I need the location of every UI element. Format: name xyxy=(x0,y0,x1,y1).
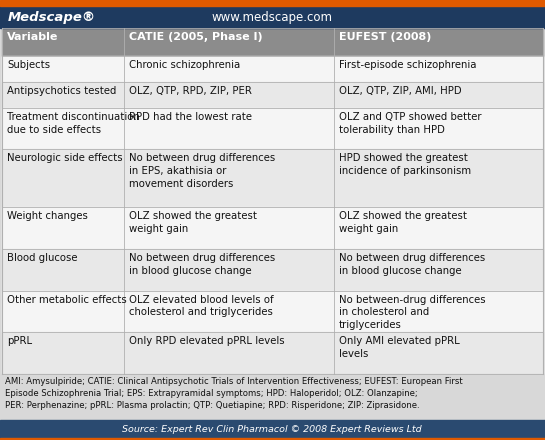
Text: pPRL: pPRL xyxy=(7,336,32,346)
Bar xyxy=(2,150,543,207)
Text: Medscape®: Medscape® xyxy=(8,11,96,23)
Text: Subjects: Subjects xyxy=(7,60,50,70)
Bar xyxy=(0,0,545,6)
Text: Treatment discontinuation
due to side effects: Treatment discontinuation due to side ef… xyxy=(7,112,140,135)
Text: Variable: Variable xyxy=(7,32,58,42)
Text: OLZ elevated blood levels of
cholesterol and triglycerides: OLZ elevated blood levels of cholesterol… xyxy=(129,294,274,317)
Text: RPD had the lowest rate: RPD had the lowest rate xyxy=(129,112,252,122)
Text: Neurologic side effects: Neurologic side effects xyxy=(7,154,123,163)
Bar xyxy=(2,28,543,374)
Bar xyxy=(2,249,543,290)
Bar xyxy=(2,56,543,82)
Bar xyxy=(2,82,543,108)
Text: OLZ showed the greatest
weight gain: OLZ showed the greatest weight gain xyxy=(338,211,467,234)
Text: OLZ showed the greatest
weight gain: OLZ showed the greatest weight gain xyxy=(129,211,257,234)
Bar xyxy=(0,420,545,438)
Text: www.medscape.com: www.medscape.com xyxy=(211,11,332,23)
Text: No between drug differences
in EPS, akathisia or
movement disorders: No between drug differences in EPS, akat… xyxy=(129,154,275,189)
Bar xyxy=(2,332,543,374)
Text: OLZ and QTP showed better
tolerability than HPD: OLZ and QTP showed better tolerability t… xyxy=(338,112,481,135)
Text: Antipsychotics tested: Antipsychotics tested xyxy=(7,86,117,96)
Bar xyxy=(2,290,543,332)
Text: Weight changes: Weight changes xyxy=(7,211,88,221)
Text: Only AMI elevated pPRL
levels: Only AMI elevated pPRL levels xyxy=(338,336,459,359)
Text: Only RPD elevated pPRL levels: Only RPD elevated pPRL levels xyxy=(129,336,284,346)
Text: Source: Expert Rev Clin Pharmacol © 2008 Expert Reviews Ltd: Source: Expert Rev Clin Pharmacol © 2008… xyxy=(122,425,422,433)
Bar xyxy=(2,207,543,249)
Text: Chronic schizophrenia: Chronic schizophrenia xyxy=(129,60,240,70)
Text: AMI: Amysulpiride; CATIE: Clinical Antipsychotic Trials of Intervention Effectiv: AMI: Amysulpiride; CATIE: Clinical Antip… xyxy=(5,377,463,410)
Text: CATIE (2005, Phase I): CATIE (2005, Phase I) xyxy=(129,32,262,42)
Text: First-episode schizophrenia: First-episode schizophrenia xyxy=(338,60,476,70)
Bar xyxy=(0,438,545,440)
Text: No between-drug differences
in cholesterol and
triglycerides: No between-drug differences in cholester… xyxy=(338,294,485,330)
Bar xyxy=(2,108,543,150)
Text: HPD showed the greatest
incidence of parkinsonism: HPD showed the greatest incidence of par… xyxy=(338,154,471,176)
Bar xyxy=(2,28,543,56)
Text: No between drug differences
in blood glucose change: No between drug differences in blood glu… xyxy=(338,253,485,275)
Bar xyxy=(0,6,545,28)
Text: OLZ, QTP, RPD, ZIP, PER: OLZ, QTP, RPD, ZIP, PER xyxy=(129,86,252,96)
Text: EUFEST (2008): EUFEST (2008) xyxy=(338,32,431,42)
Text: Other metabolic effects: Other metabolic effects xyxy=(7,294,127,304)
Text: OLZ, QTP, ZIP, AMI, HPD: OLZ, QTP, ZIP, AMI, HPD xyxy=(338,86,461,96)
Text: No between drug differences
in blood glucose change: No between drug differences in blood glu… xyxy=(129,253,275,275)
Bar xyxy=(0,374,545,420)
Text: Blood glucose: Blood glucose xyxy=(7,253,77,263)
